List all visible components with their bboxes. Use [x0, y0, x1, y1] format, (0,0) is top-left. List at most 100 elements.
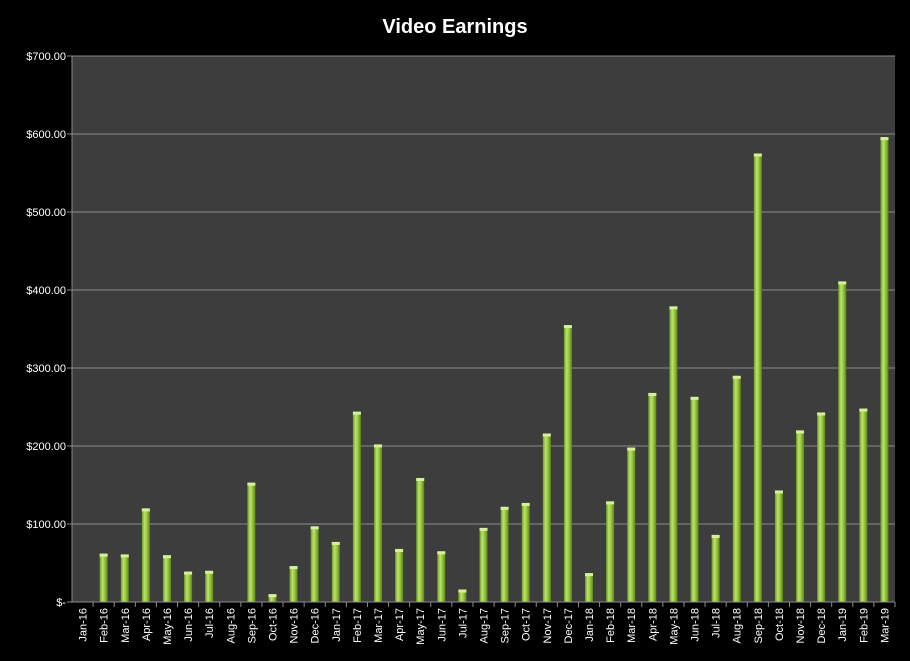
x-tick-label: Sep-18 — [753, 608, 765, 643]
bar-cap — [289, 566, 298, 570]
bar — [563, 325, 572, 602]
x-tick-label: Jan-18 — [584, 608, 596, 642]
bar — [753, 153, 762, 602]
x-tick-label: Feb-16 — [99, 608, 111, 643]
bar — [838, 281, 847, 602]
bar-cap — [416, 477, 425, 481]
bar-cap — [373, 444, 382, 448]
x-tick-label: Oct-17 — [521, 608, 533, 641]
y-tick-label: $400.00 — [26, 285, 66, 297]
y-tick-label: $200.00 — [26, 441, 66, 453]
bar — [120, 554, 129, 602]
bar — [268, 594, 277, 602]
bar-cap — [500, 506, 509, 510]
y-tick-label: $100.00 — [26, 519, 66, 531]
y-tick-label: $700.00 — [26, 51, 66, 63]
x-tick-label: Apr-17 — [394, 608, 406, 641]
bar-cap — [184, 571, 193, 575]
bar-cap — [247, 482, 256, 486]
y-tick-label: $300.00 — [26, 363, 66, 375]
bar-cap — [479, 527, 488, 531]
x-tick-label: Aug-18 — [732, 608, 744, 643]
bar-cap — [774, 490, 783, 494]
x-tick-label: Oct-18 — [774, 608, 786, 641]
bar-cap — [669, 306, 678, 310]
bar — [331, 541, 340, 602]
x-tick-label: Feb-17 — [352, 608, 364, 643]
bar-cap — [817, 412, 826, 416]
x-tick-label: Jan-17 — [331, 608, 343, 642]
x-tick-label: May-16 — [162, 608, 174, 645]
bar — [521, 502, 530, 602]
y-axis: $- $100.00 $200.00 $300.00 $400.00 $500.00 $60… — [26, 51, 73, 609]
chart-title: Video Earnings — [382, 16, 527, 38]
bar-cap — [331, 541, 340, 545]
x-tick-label: Nov-16 — [289, 608, 301, 643]
bar — [711, 534, 720, 602]
bar — [606, 501, 615, 602]
bar-cap — [521, 502, 530, 506]
bar-cap — [268, 594, 277, 598]
bar — [542, 433, 551, 602]
bar-cap — [859, 408, 868, 412]
bar — [373, 444, 382, 602]
bar — [416, 477, 425, 602]
x-tick-label: Aug-17 — [479, 608, 491, 643]
bar-cap — [880, 137, 889, 141]
x-tick-label: Jun-16 — [183, 608, 195, 642]
bar-cap — [458, 589, 467, 593]
bar — [796, 430, 805, 602]
bar — [437, 551, 446, 602]
bar-cap — [542, 433, 551, 437]
bar — [880, 137, 889, 602]
x-tick-label: Sep-16 — [246, 608, 258, 643]
x-axis: Jan-16 Feb-16 Mar-16 Apr-16 May-16 Jun-16 Jul-… — [72, 601, 896, 645]
x-tick-label: Aug-16 — [225, 608, 237, 643]
x-tick-label: May-18 — [668, 608, 680, 645]
bar-cap — [141, 508, 150, 512]
y-tick-label: $600.00 — [26, 129, 66, 141]
bar-cap — [395, 548, 404, 552]
bar — [500, 506, 509, 602]
bar — [774, 490, 783, 602]
bar — [648, 392, 657, 602]
x-tick-label: Nov-17 — [542, 608, 554, 643]
bar — [205, 570, 214, 602]
x-tick-label: Jul-17 — [457, 608, 469, 638]
bar — [817, 412, 826, 602]
y-tick-label: $- — [56, 597, 66, 609]
bar-cap — [120, 554, 129, 558]
x-tick-label: Feb-18 — [605, 608, 617, 643]
bar — [458, 589, 467, 602]
bar — [184, 571, 193, 602]
plot-area — [72, 56, 895, 602]
bar-cap — [585, 573, 594, 577]
x-tick-label: Apr-16 — [141, 608, 153, 641]
bar — [310, 526, 319, 602]
bar-cap — [437, 551, 446, 555]
bar-cap — [690, 396, 699, 400]
bar-cap — [606, 501, 615, 505]
x-tick-label: Jan-16 — [78, 608, 90, 642]
bar — [479, 527, 488, 602]
x-tick-label: Jul-16 — [204, 608, 216, 638]
x-tick-label: Jan-19 — [837, 608, 849, 642]
x-tick-label: Nov-18 — [795, 608, 807, 643]
bar — [395, 548, 404, 602]
x-tick-label: Oct-16 — [267, 608, 279, 641]
bar-cap — [563, 325, 572, 329]
bar — [859, 408, 868, 602]
x-tick-label: Jun-18 — [690, 608, 702, 642]
bar-cap — [753, 153, 762, 157]
x-tick-label: Jul-18 — [711, 608, 723, 638]
bar-cap — [838, 281, 847, 285]
x-tick-label: Dec-17 — [563, 608, 575, 643]
x-tick-label: Sep-17 — [500, 608, 512, 643]
y-tick-label: $500.00 — [26, 207, 66, 219]
bar — [627, 447, 636, 602]
x-tick-label: Mar-18 — [626, 608, 638, 643]
bar — [732, 375, 741, 602]
bar-cap — [310, 526, 319, 530]
x-tick-label: Feb-19 — [858, 608, 870, 643]
